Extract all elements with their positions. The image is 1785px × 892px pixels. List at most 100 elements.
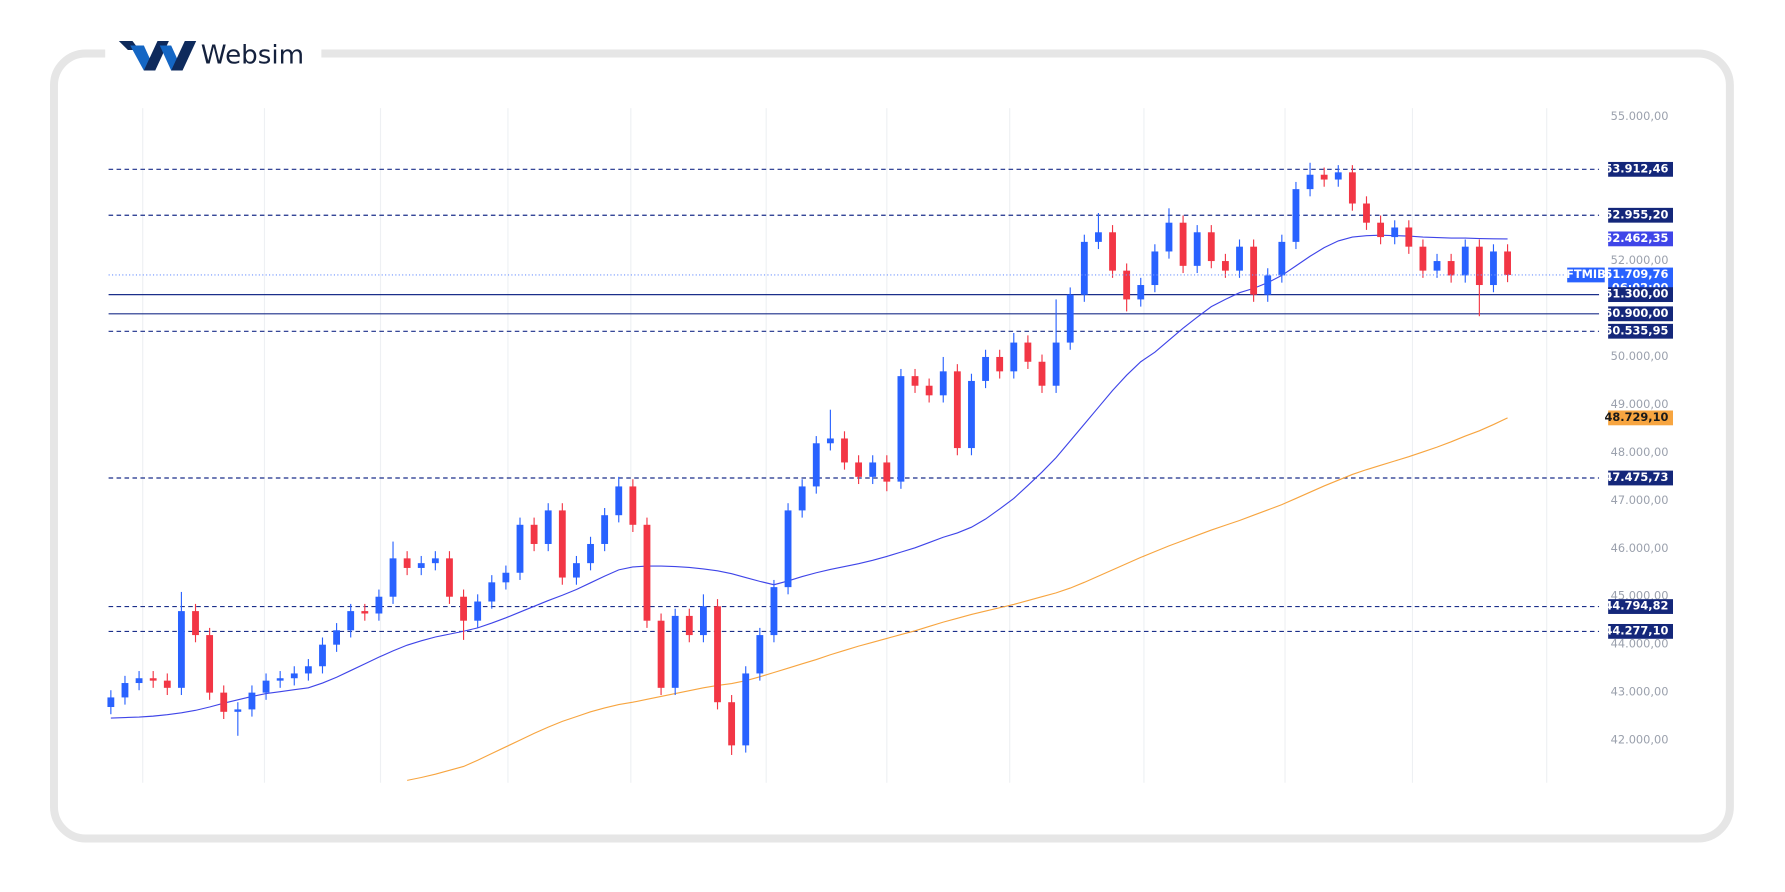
vertical-grid xyxy=(142,108,1548,783)
candle-body xyxy=(1292,189,1300,242)
candle-body xyxy=(629,486,637,525)
candle-body xyxy=(996,356,1004,372)
y-tick-label: 48.000,00 xyxy=(1611,445,1669,459)
candle-body xyxy=(939,371,947,396)
candle-body xyxy=(192,611,199,636)
symbol-label: FTMIB xyxy=(1566,267,1606,281)
y-tick-label: 49.000,00 xyxy=(1611,397,1669,411)
candle-body xyxy=(925,385,933,396)
candle-body xyxy=(1419,246,1427,271)
candle-body xyxy=(756,635,764,674)
candle-body xyxy=(163,680,171,688)
symbol-badge xyxy=(1567,267,1605,283)
level-label: 44.277,10 xyxy=(1604,623,1668,637)
candle-body xyxy=(460,596,467,621)
candle-body xyxy=(234,709,242,712)
candle-body xyxy=(1490,251,1497,286)
level-badge xyxy=(1608,161,1673,177)
level-badge xyxy=(1608,599,1673,614)
level-badge xyxy=(1608,323,1673,339)
candle-body xyxy=(982,356,989,381)
candle-body xyxy=(1475,246,1483,286)
level-badge xyxy=(1608,623,1673,639)
level-label: 51.300,00 xyxy=(1604,287,1668,301)
candle-body xyxy=(897,376,905,482)
last-price-label: 51.709,76 xyxy=(1604,267,1668,281)
candle-body xyxy=(1221,261,1229,271)
level-badge xyxy=(1608,207,1673,223)
candle-body xyxy=(826,438,834,444)
y-tick-label: 47.000,00 xyxy=(1611,493,1669,507)
brand-name: Websim xyxy=(201,40,304,70)
level-badge xyxy=(1608,470,1673,486)
candle-body xyxy=(883,462,891,482)
candle-body xyxy=(558,510,566,578)
candle-body xyxy=(502,572,510,583)
average-badge xyxy=(1608,410,1673,426)
candle-body xyxy=(446,558,453,597)
candle-body xyxy=(1334,172,1342,180)
candle-body xyxy=(304,666,312,674)
y-tick-label: 55.000,00 xyxy=(1611,109,1669,123)
candle-body xyxy=(276,678,284,681)
level-badge xyxy=(1608,287,1673,303)
moving-average-line xyxy=(110,234,1508,719)
candle-body xyxy=(1066,294,1074,343)
candle-body xyxy=(1377,222,1385,238)
candle-body xyxy=(615,486,623,516)
candle-body xyxy=(784,510,792,588)
candle-body xyxy=(841,438,848,463)
level-label: 50.900,00 xyxy=(1604,306,1668,320)
level-label: 53.912,46 xyxy=(1604,161,1668,175)
average-label: 52.462,35 xyxy=(1604,231,1668,245)
candle-body xyxy=(601,515,609,544)
candle-body xyxy=(643,524,651,621)
candle-body xyxy=(220,692,228,712)
candle-body xyxy=(262,680,270,693)
candle-body xyxy=(587,543,594,564)
y-tick-label: 50.000,00 xyxy=(1611,349,1669,363)
candle-body xyxy=(431,558,439,564)
candle-body xyxy=(1024,342,1032,362)
candle-body xyxy=(1109,232,1116,271)
level-badge xyxy=(1608,306,1673,322)
candle-body xyxy=(1123,270,1131,300)
candle-body xyxy=(1207,232,1215,262)
candle-body xyxy=(1179,222,1187,266)
y-tick-label: 52.000,00 xyxy=(1611,253,1669,267)
candle-body xyxy=(1278,241,1286,276)
candle-body xyxy=(1193,232,1201,266)
candle-body xyxy=(403,558,411,568)
candle-body xyxy=(742,673,750,746)
average-badge xyxy=(1608,231,1673,247)
candle-body xyxy=(516,524,524,573)
candle-body xyxy=(333,630,341,645)
candle-body xyxy=(530,524,538,544)
y-tick-label: 43.000,00 xyxy=(1611,685,1669,699)
candle-body xyxy=(149,678,157,681)
candle-body xyxy=(389,558,397,597)
candle-body xyxy=(1095,232,1102,242)
candle-body xyxy=(968,380,975,449)
level-label: 50.535,95 xyxy=(1604,323,1668,337)
candle-body xyxy=(1433,261,1441,271)
candle-body xyxy=(869,462,877,477)
moving-average-line xyxy=(407,417,1508,781)
candle-body xyxy=(714,606,721,703)
candle-body xyxy=(347,611,355,631)
candle-body xyxy=(911,376,919,386)
candle-body xyxy=(671,615,679,688)
candle-body xyxy=(1080,241,1088,295)
candle-body xyxy=(1165,222,1173,252)
candle-body xyxy=(1010,342,1018,372)
candle-body xyxy=(1447,261,1455,276)
candle-body xyxy=(1137,285,1145,300)
y-tick-label: 42.000,00 xyxy=(1611,733,1669,747)
candle-body xyxy=(1151,251,1159,286)
candle-body xyxy=(728,702,736,746)
level-label: 47.475,73 xyxy=(1604,470,1668,484)
candle-body xyxy=(798,486,806,511)
average-label: 48.729,10 xyxy=(1604,410,1668,424)
candle-body xyxy=(770,587,778,636)
